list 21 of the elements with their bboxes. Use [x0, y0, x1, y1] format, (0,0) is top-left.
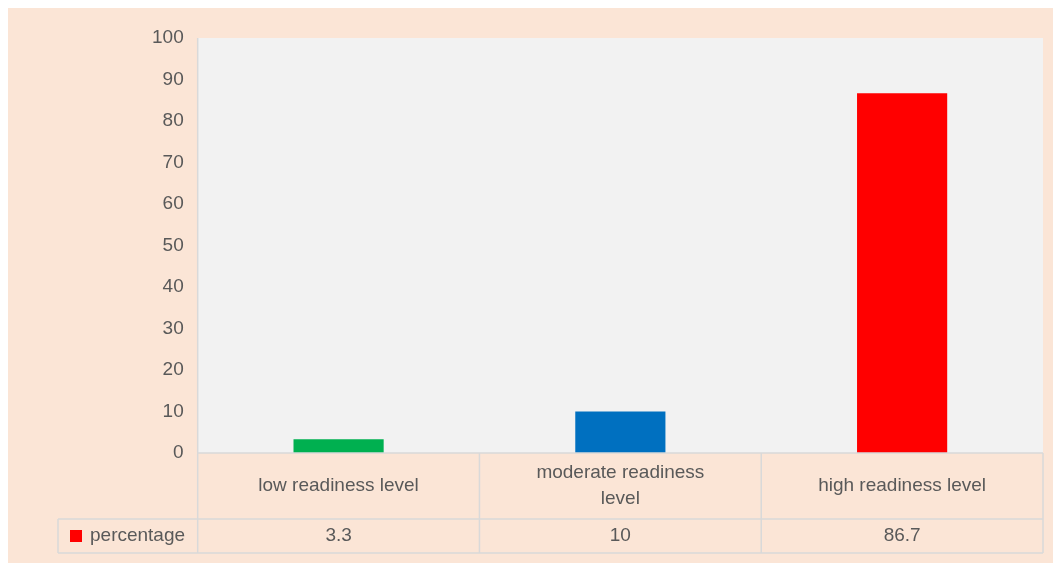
y-tick-label: 90 — [162, 67, 184, 89]
y-tick-label: 60 — [162, 192, 184, 214]
data-label: 3.3 — [325, 524, 352, 546]
y-tick-label: 20 — [162, 358, 184, 380]
x-tick-label: high readiness level — [818, 474, 987, 496]
y-tick-label: 50 — [162, 233, 184, 255]
y-tick-label: 80 — [162, 109, 184, 131]
y-tick-label: 70 — [162, 150, 184, 172]
bar — [857, 93, 948, 453]
x-tick-label: moderate readiness level — [536, 461, 705, 509]
y-tick-label: 10 — [162, 399, 184, 421]
bar — [575, 411, 666, 453]
legend-label: percentage — [90, 524, 186, 546]
bar — [293, 439, 384, 453]
data-label: 86.7 — [883, 524, 921, 546]
y-tick-label: 40 — [162, 275, 184, 297]
x-tick-label: low readiness level — [258, 474, 419, 496]
y-tick-label: 100 — [152, 26, 184, 48]
data-label: 10 — [609, 524, 631, 546]
y-tick-label: 0 — [173, 441, 184, 463]
y-tick-label: 30 — [162, 316, 184, 338]
